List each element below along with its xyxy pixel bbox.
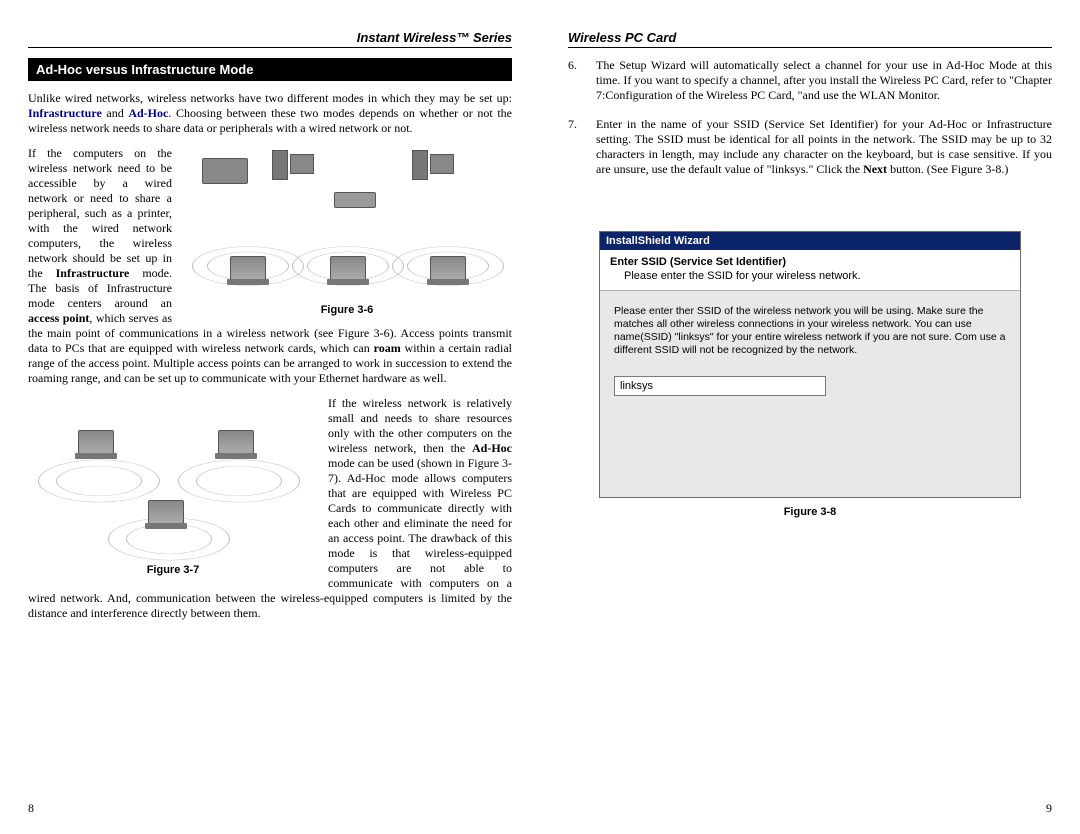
diagram-infrastructure [182, 150, 512, 300]
p2-a: If the computers on the wireless network… [28, 146, 172, 280]
step-list: The Setup Wizard will automatically sele… [568, 58, 1052, 177]
p1-a: Unlike wired networks, wireless networks… [28, 91, 512, 105]
wizard-head1: Enter SSID (Service Set Identifier) [610, 256, 1010, 268]
term-adhoc: Ad-Hoc [128, 106, 168, 120]
installshield-screenshot: InstallShield Wizard Enter SSID (Service… [599, 231, 1021, 498]
page-number-left: 8 [28, 801, 34, 816]
wizard-body: Please enter ther SSID of the wireless n… [600, 291, 1020, 497]
wizard-message: Please enter ther SSID of the wireless n… [614, 305, 1006, 358]
header-rule-left [28, 47, 512, 48]
p2-infra: Infrastructure [56, 266, 130, 280]
header-right: Wireless PC Card [568, 30, 1052, 45]
section-title: Ad-Hoc versus Infrastructure Mode [28, 58, 512, 81]
ssid-input[interactable]: linksys [614, 376, 826, 396]
step6-text: The Setup Wizard will automatically sele… [596, 58, 1052, 102]
fig37-caption: Figure 3-7 [28, 564, 318, 578]
wizard-titlebar: InstallShield Wizard [600, 232, 1020, 250]
step7-next: Next [863, 162, 887, 176]
figure-3-6: Figure 3-6 [182, 150, 512, 318]
wizard-header: Enter SSID (Service Set Identifier) Plea… [600, 250, 1020, 291]
step-7: Enter in the name of your SSID (Service … [568, 117, 1052, 177]
wizard-head2: Please enter the SSID for your wireless … [624, 270, 1010, 282]
header-left: Instant Wireless™ Series [28, 30, 512, 45]
header-rule-right [568, 47, 1052, 48]
page-right: Wireless PC Card The Setup Wizard will a… [540, 0, 1080, 834]
p2-roam: roam [374, 341, 401, 355]
page-left: Instant Wireless™ Series Ad-Hoc versus I… [0, 0, 540, 834]
p1-and: and [102, 106, 129, 120]
p3-adhoc: Ad-Hoc [472, 441, 512, 455]
body-left: Unlike wired networks, wireless networks… [28, 91, 512, 631]
fig36-caption: Figure 3-6 [182, 304, 512, 318]
figure-3-7: Figure 3-7 [28, 400, 318, 578]
step7-b: button. (See Figure 3-8.) [887, 162, 1008, 176]
term-infrastructure: Infrastructure [28, 106, 102, 120]
page-number-right: 9 [1046, 801, 1052, 816]
step-6: The Setup Wizard will automatically sele… [568, 58, 1052, 103]
diagram-adhoc [28, 400, 318, 560]
para-1: Unlike wired networks, wireless networks… [28, 91, 512, 136]
fig38-caption: Figure 3-8 [568, 506, 1052, 518]
page-spread: Instant Wireless™ Series Ad-Hoc versus I… [0, 0, 1080, 834]
p2-ap: access point [28, 311, 89, 325]
